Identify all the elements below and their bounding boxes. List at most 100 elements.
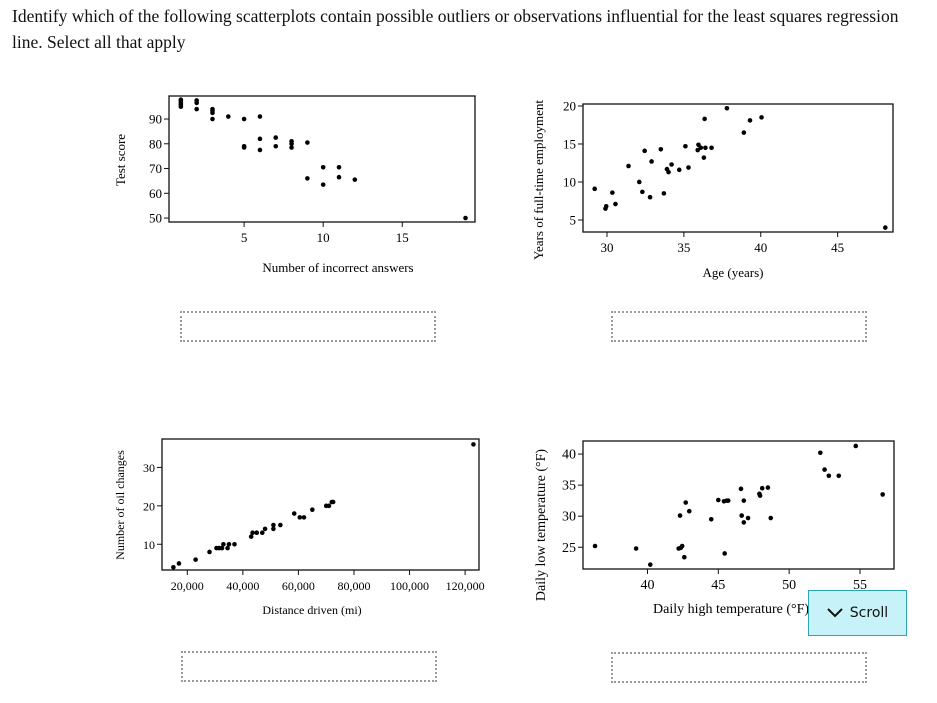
- y-tick-label: 10: [563, 174, 576, 189]
- data-point: [765, 485, 771, 490]
- data-point: [271, 522, 276, 528]
- data-point: [647, 194, 653, 200]
- answer-box-plot-3[interactable]: [181, 651, 437, 682]
- scroll-button[interactable]: Scroll: [808, 590, 907, 636]
- data-point: [725, 498, 731, 503]
- y-axis-label: Test score: [113, 134, 128, 186]
- data-point: [661, 191, 667, 196]
- data-point: [724, 105, 730, 111]
- x-axis-label: Age (years): [703, 265, 764, 280]
- x-axis-label: Number of incorrect answers: [262, 260, 413, 275]
- data-point: [626, 163, 631, 169]
- data-point: [250, 530, 255, 536]
- y-tick-label: 30: [143, 461, 155, 475]
- answer-box-plot-1[interactable]: [180, 311, 436, 342]
- data-point: [722, 551, 727, 556]
- x-tick-label: 80,000: [337, 579, 370, 593]
- x-tick-label: 45: [711, 578, 725, 593]
- data-point: [708, 516, 714, 522]
- data-point: [310, 507, 315, 512]
- data-point: [219, 545, 225, 551]
- data-point: [709, 145, 714, 151]
- x-tick-label: 5: [241, 230, 248, 245]
- y-tick-label: 10: [143, 538, 155, 552]
- data-point: [257, 147, 263, 153]
- x-axis-label: Daily high temperature (°F): [653, 602, 809, 617]
- x-tick-label: 45: [831, 240, 844, 255]
- scatterplot-3: 20,000 40,000 60,000 80,000 100,000 120,000 10…: [113, 438, 485, 617]
- data-point: [241, 116, 247, 122]
- x-tick-label: 100,000: [390, 579, 429, 593]
- data-point: [271, 526, 276, 532]
- data-point: [207, 549, 212, 555]
- data-point: [330, 499, 336, 505]
- data-point: [703, 145, 708, 151]
- data-point: [686, 165, 691, 170]
- question-prompt: Identify which of the following scatterp…: [12, 6, 899, 52]
- data-point: [226, 541, 232, 547]
- data-point: [305, 176, 310, 181]
- plot-frame: [168, 95, 476, 223]
- data-point: [768, 515, 774, 521]
- plot-frame: [582, 440, 895, 570]
- data-point: [289, 141, 294, 147]
- data-point: [716, 497, 721, 503]
- data-point: [603, 204, 609, 209]
- data-point: [822, 467, 827, 472]
- x-tick-label: 40: [640, 578, 654, 593]
- y-tick-label: 40: [562, 448, 576, 463]
- y-tick-label: 80: [149, 136, 162, 151]
- y-tick-label: 25: [562, 541, 576, 556]
- data-point: [297, 515, 303, 520]
- data-point: [257, 136, 263, 142]
- data-point: [171, 565, 176, 570]
- data-point: [648, 562, 653, 567]
- x-tick-label: 120,000: [446, 579, 485, 593]
- data-point: [326, 503, 332, 509]
- data-point: [221, 541, 226, 547]
- data-point: [633, 546, 639, 551]
- y-tick-label: 20: [143, 499, 155, 513]
- data-point: [176, 561, 182, 566]
- data-point: [686, 508, 692, 514]
- x-tick-label: 60,000: [282, 579, 315, 593]
- y-tick-label: 60: [149, 186, 162, 201]
- data-point: [225, 545, 230, 551]
- data-point: [677, 513, 683, 518]
- data-point: [640, 189, 645, 195]
- y-axis-label: Years of full-time employment: [531, 100, 546, 260]
- data-point: [210, 106, 215, 112]
- data-point: [676, 167, 682, 173]
- data-point: [658, 147, 664, 152]
- data-point: [241, 143, 247, 149]
- x-tick-label: 15: [396, 230, 409, 245]
- data-point: [636, 179, 642, 185]
- data-point: [248, 534, 254, 539]
- data-point: [738, 486, 744, 492]
- y-tick-label: 15: [563, 136, 576, 151]
- data-point: [289, 145, 294, 150]
- data-point: [320, 164, 326, 170]
- data-point: [747, 118, 753, 123]
- data-point: [759, 115, 764, 120]
- x-axis-label: Distance driven (mi): [262, 603, 361, 617]
- data-point: [178, 97, 184, 103]
- scroll-label: Scroll: [849, 605, 889, 621]
- data-point: [683, 143, 688, 149]
- data-point: [649, 159, 654, 164]
- data-point: [257, 114, 263, 119]
- answer-box-plot-2[interactable]: [611, 311, 867, 342]
- data-point: [301, 515, 307, 520]
- plot-frame: [582, 103, 894, 233]
- x-tick-label: 40,000: [226, 579, 259, 593]
- data-point: [880, 492, 885, 497]
- data-point: [336, 174, 342, 180]
- y-tick-label: 5: [570, 212, 577, 227]
- answer-box-plot-4[interactable]: [611, 652, 867, 683]
- y-tick-label: 50: [149, 211, 162, 226]
- data-point: [194, 98, 199, 103]
- data-point: [826, 473, 832, 479]
- data-point: [759, 485, 765, 491]
- plot-frame: [161, 438, 480, 571]
- data-point: [741, 520, 747, 525]
